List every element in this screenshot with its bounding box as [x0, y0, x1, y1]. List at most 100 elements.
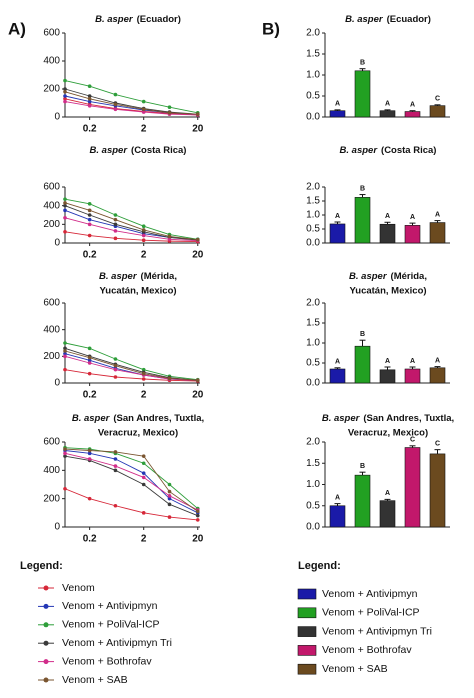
title-location: (San Andres, Tuxtla, — [113, 413, 204, 424]
bar — [404, 447, 421, 528]
data-point — [87, 84, 92, 88]
title-species: B. asper — [340, 145, 379, 156]
title-location: (Costa Rica) — [381, 145, 436, 156]
data-point — [167, 482, 172, 487]
data-point — [63, 486, 67, 491]
data-point — [63, 197, 67, 201]
y-tick-label: 0.5 — [306, 91, 320, 102]
data-point — [141, 475, 146, 480]
x-tick-label: 0.2 — [83, 534, 97, 545]
data-point — [63, 99, 67, 104]
legend-title: Legend: — [20, 560, 63, 572]
series-line — [64, 98, 198, 116]
y-tick-label: 1.0 — [306, 210, 320, 221]
legend-marker — [43, 622, 49, 628]
bar — [354, 197, 371, 244]
title-species: B. asper — [349, 271, 388, 282]
bar — [354, 345, 371, 384]
legend-swatch — [297, 645, 317, 656]
title-location: (Mérida, — [141, 271, 177, 282]
significance-letter: B — [360, 185, 365, 192]
legend-swatch — [297, 663, 317, 675]
significance-letter: A — [385, 358, 390, 365]
legend-swatch — [297, 588, 317, 600]
data-point — [113, 464, 118, 468]
legend-marker — [43, 640, 49, 646]
data-point — [63, 346, 67, 351]
chart-title: B. asper (San Andres, Tuxtla, — [322, 413, 454, 424]
data-point — [63, 354, 67, 359]
x-tick-label: 2 — [141, 124, 147, 135]
y-tick-label: 0 — [54, 112, 60, 123]
title-species: B. asper — [345, 14, 384, 25]
x-tick-label: 0.2 — [83, 390, 97, 401]
data-point — [113, 457, 118, 461]
bar — [429, 453, 446, 528]
series-line — [64, 101, 198, 116]
data-point — [87, 496, 92, 501]
data-point — [87, 233, 92, 238]
bar — [354, 474, 371, 528]
panel-label: B) — [262, 19, 280, 38]
series-line — [64, 217, 198, 242]
bar — [429, 367, 446, 384]
data-point — [63, 90, 67, 94]
y-tick-label: 0.5 — [306, 224, 320, 235]
bar — [379, 110, 396, 118]
y-tick-label: 2.0 — [306, 182, 320, 193]
title-species: B. asper — [322, 413, 361, 424]
series-line — [64, 350, 198, 381]
bar — [329, 110, 346, 118]
significance-letter: A — [335, 213, 340, 220]
data-point — [141, 471, 146, 475]
significance-letter: A — [410, 214, 415, 221]
data-point — [113, 363, 118, 368]
data-point — [113, 468, 118, 473]
title-location: (Ecuador) — [387, 14, 431, 25]
bar — [329, 368, 346, 384]
data-point — [113, 236, 118, 241]
legend-label: Venom + SAB — [322, 663, 388, 675]
data-point — [63, 367, 67, 372]
chart-title: B. asper (Costa Rica) — [90, 145, 187, 156]
y-tick-label: 200 — [43, 84, 60, 95]
data-point — [141, 224, 146, 228]
data-point — [87, 361, 92, 365]
series-line — [64, 91, 198, 115]
y-tick-label: 2.0 — [306, 28, 320, 39]
y-tick-label: 0 — [54, 378, 60, 389]
series-line — [64, 353, 198, 381]
series-line — [64, 88, 198, 115]
x-tick-label: 2 — [141, 390, 147, 401]
data-point — [87, 217, 92, 222]
x-tick-label: 0.2 — [83, 124, 97, 135]
legend-label: Venom + PoliVal-ICP — [322, 607, 420, 619]
significance-letter: A — [335, 101, 340, 108]
data-point — [87, 222, 92, 227]
title-species: B. asper — [99, 271, 138, 282]
y-tick-label: 1.0 — [306, 70, 320, 81]
y-tick-label: 600 — [43, 182, 60, 193]
significance-letter: C — [435, 440, 440, 447]
y-tick-label: 0.0 — [306, 238, 320, 249]
title-species: B. asper — [95, 14, 134, 25]
chart-title: Yucatán, Mexico) — [349, 286, 426, 297]
chart-title: B. asper (Costa Rica) — [340, 145, 437, 156]
y-tick-label: 200 — [43, 351, 60, 362]
y-tick-label: 0.5 — [306, 358, 320, 369]
data-point — [167, 105, 172, 109]
x-tick-label: 20 — [192, 124, 204, 135]
significance-letter: C — [410, 437, 415, 444]
series-line — [64, 447, 199, 509]
series-line — [64, 369, 198, 382]
x-tick-label: 20 — [192, 250, 204, 261]
bar — [329, 223, 346, 244]
data-point — [113, 92, 118, 97]
data-point — [141, 367, 146, 372]
data-point — [87, 355, 92, 360]
chart-title: B. asper (San Andres, Tuxtla, — [72, 413, 204, 424]
legend-marker — [43, 677, 49, 683]
legend-marker — [43, 659, 49, 665]
series-line — [64, 450, 198, 514]
data-point — [113, 357, 118, 361]
